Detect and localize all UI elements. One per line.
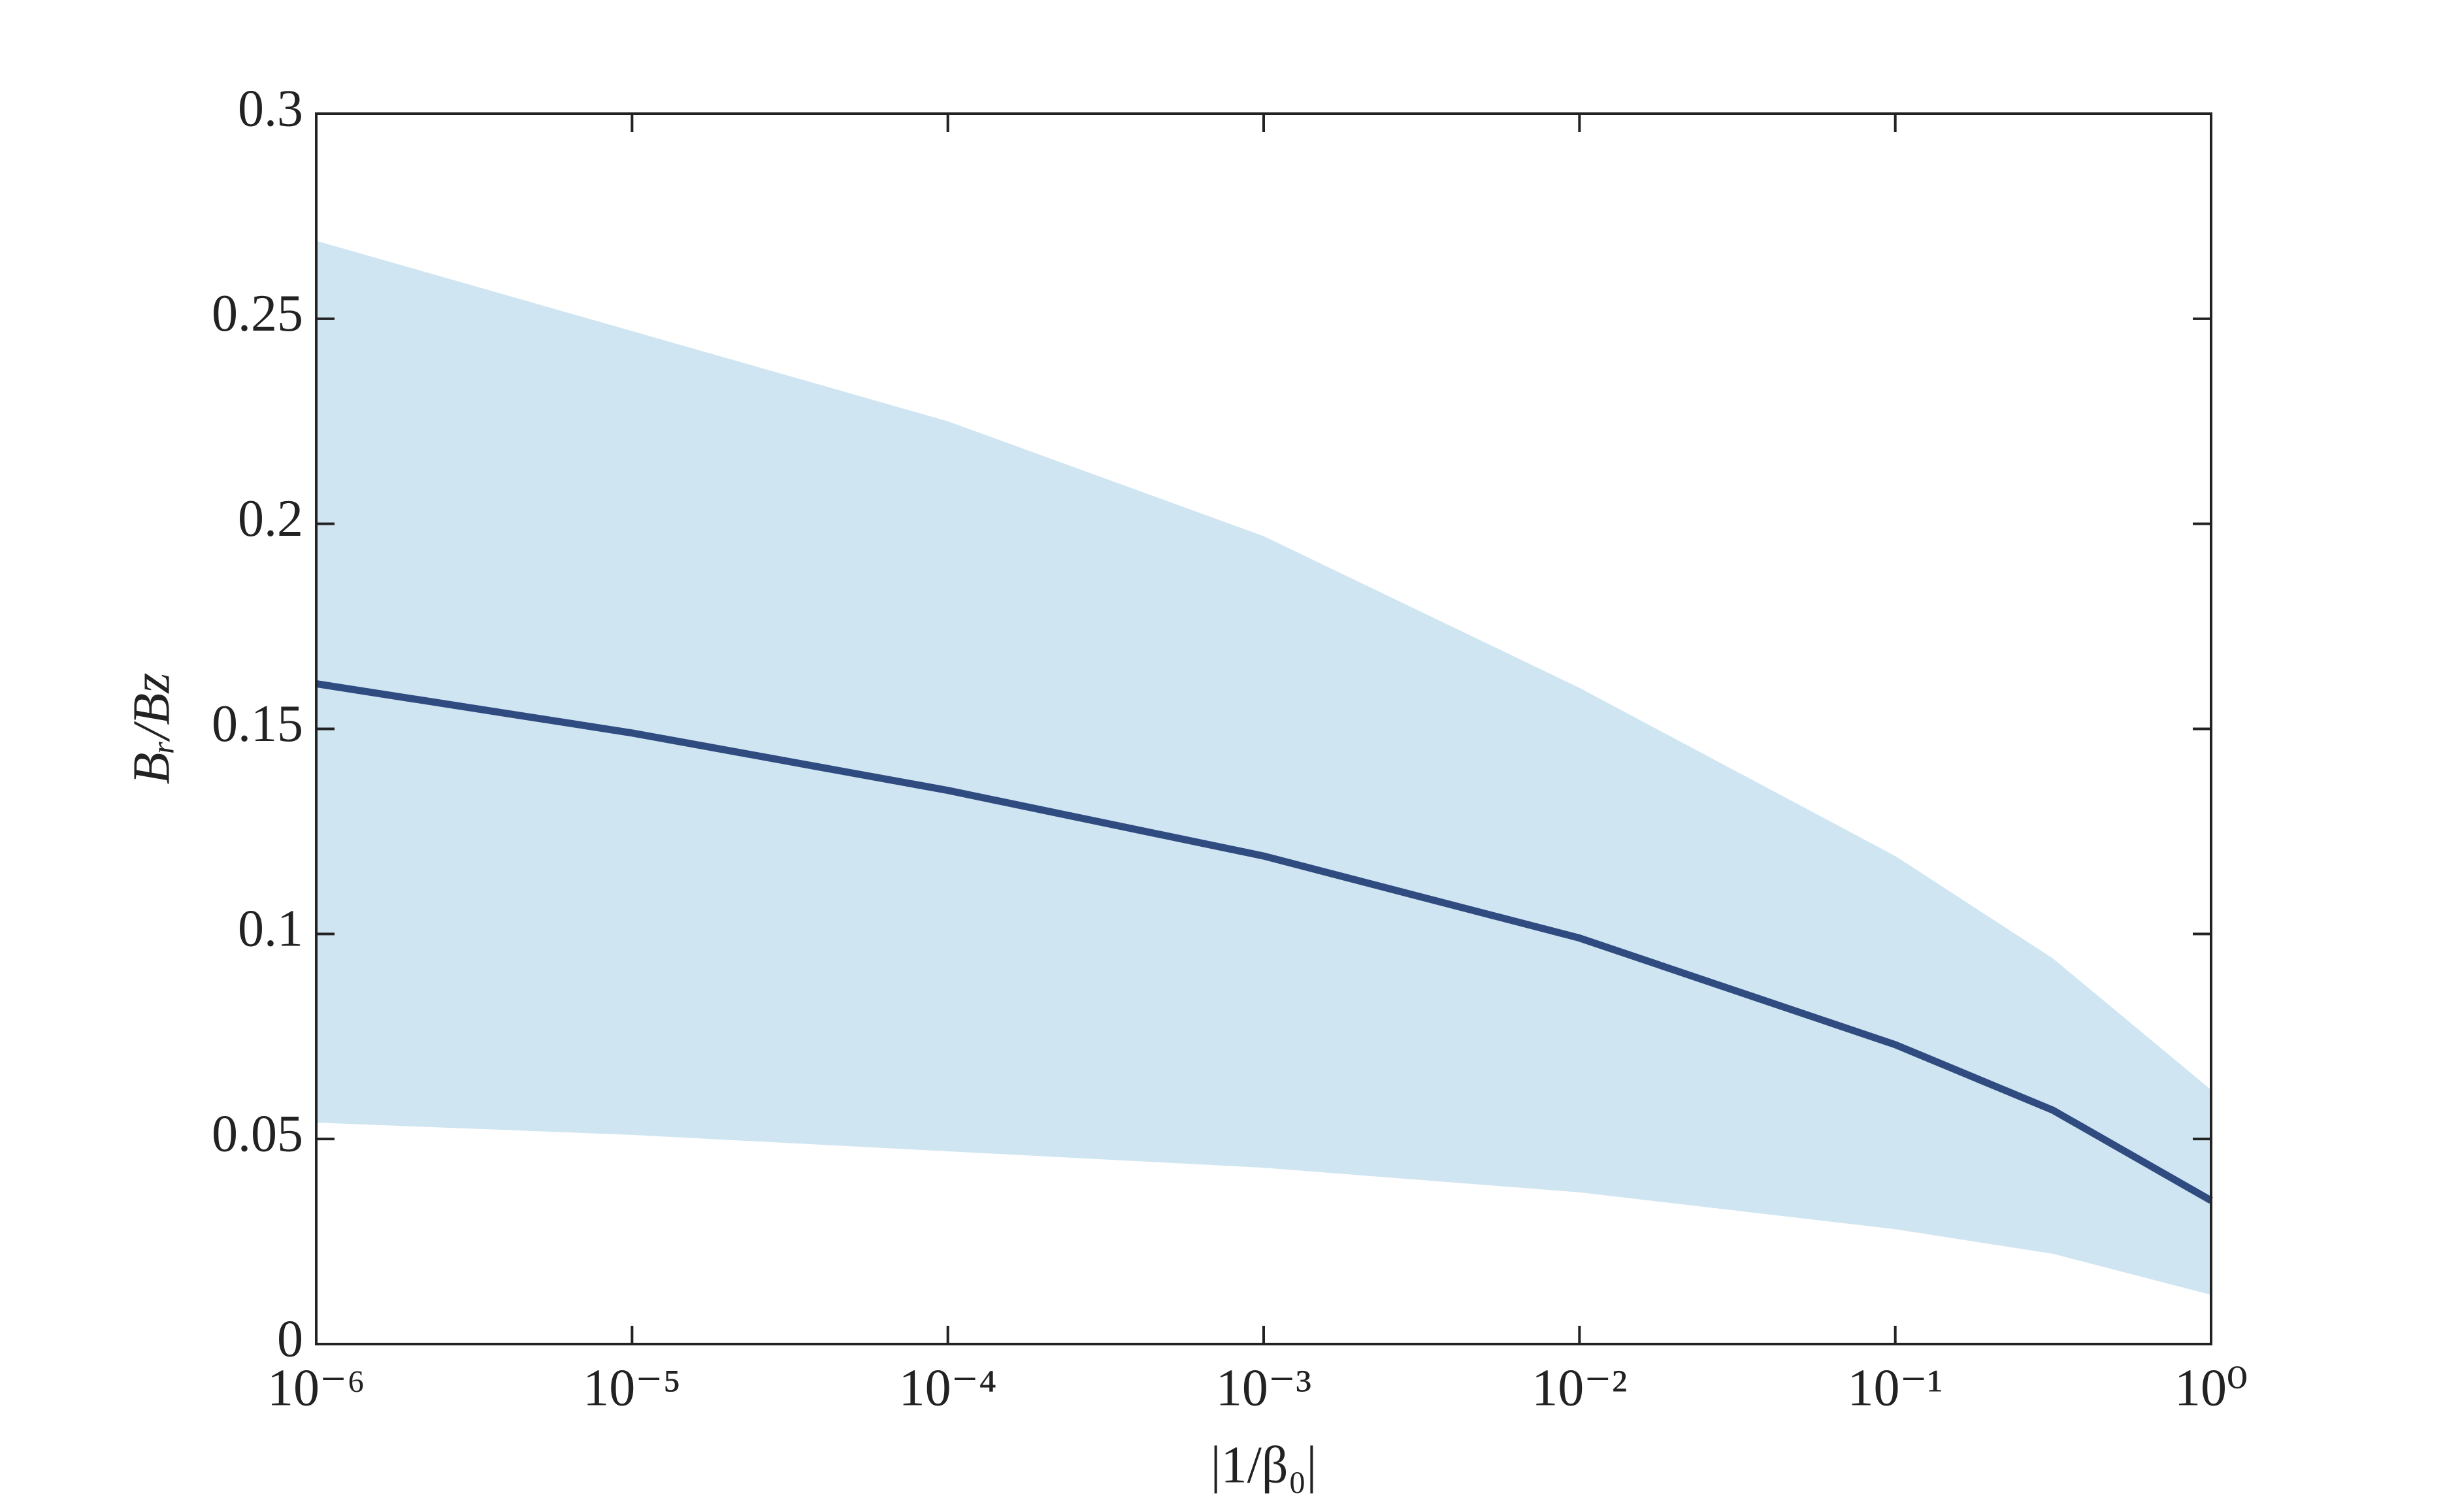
x-tick-label: 10⁻⁶ xyxy=(267,1359,365,1417)
x-tick-label: 10⁻² xyxy=(1532,1359,1627,1417)
line xyxy=(316,680,2213,1204)
x-tick-label: 10⁻⁵ xyxy=(583,1359,681,1417)
y-tick-label: 0.15 xyxy=(212,695,303,753)
x-tick-label: 10⁻¹ xyxy=(1848,1359,1943,1417)
y-tick-label: 0.2 xyxy=(238,490,303,548)
uncertainty-band xyxy=(316,240,2211,1295)
x-tick-label: 10⁰ xyxy=(2174,1359,2248,1417)
x-tick-label: 10⁻⁴ xyxy=(899,1359,997,1417)
y-tick-label: 0 xyxy=(277,1310,303,1368)
y-tick-label: 0.25 xyxy=(212,285,303,342)
y-tick-label: 0.1 xyxy=(238,900,303,958)
y-axis-label: Bᵣ/Bz xyxy=(123,673,180,785)
y-tick-label: 0.05 xyxy=(212,1106,303,1163)
y-tick-label: 0.3 xyxy=(238,80,303,137)
x-tick-label: 10⁻³ xyxy=(1216,1359,1311,1417)
x-axis-label: |1/β₀| xyxy=(1211,1436,1317,1494)
